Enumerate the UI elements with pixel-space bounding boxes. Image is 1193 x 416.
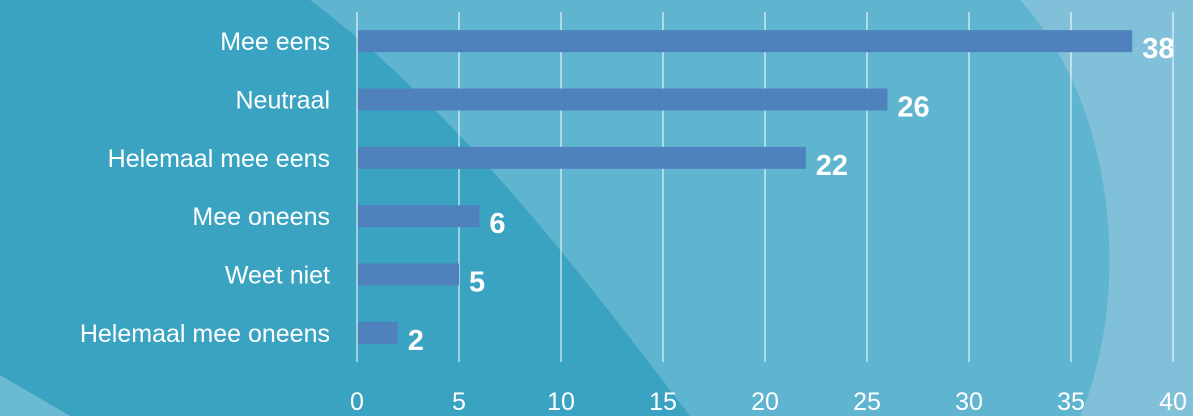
background-corner-sliver [0,375,70,416]
bar [358,146,806,169]
background-light-curve [1020,0,1193,416]
value-label: 38 [1142,33,1174,65]
x-tick-label: 15 [649,388,677,416]
gridlines [458,12,1174,362]
category-label: Mee eens [220,28,330,56]
value-label: 26 [897,92,929,124]
x-tick-label: 5 [452,388,466,416]
x-tick-labels: 0 5 10 15 20 25 30 35 40 [350,388,1187,416]
x-tick-label: 25 [853,388,881,416]
x-tick-label: 30 [955,388,983,416]
x-tick-label: 10 [547,388,575,416]
category-labels: Mee eens Neutraal Helemaal mee eens Mee one… [80,28,330,348]
value-label: 22 [816,150,848,182]
category-label: Neutraal [236,87,331,115]
category-label: Weet niet [225,262,330,290]
bar [358,205,480,228]
category-label: Helemaal mee eens [108,145,330,173]
value-label: 6 [489,208,505,240]
category-label: Mee oneens [192,203,330,231]
bar [358,88,888,111]
value-label: 5 [469,267,485,299]
x-tick-label: 0 [350,388,364,416]
value-label: 2 [408,325,424,357]
value-labels: 38 26 22 65 2 [408,33,1175,357]
bar [358,321,398,344]
category-label: Helemaal mee oneens [80,320,330,348]
x-tick-label: 20 [751,388,779,416]
bar [358,30,1133,53]
x-tick-label: 35 [1057,388,1085,416]
bar [358,263,459,286]
x-tick-label: 40 [1159,388,1187,416]
bars [358,30,1133,344]
